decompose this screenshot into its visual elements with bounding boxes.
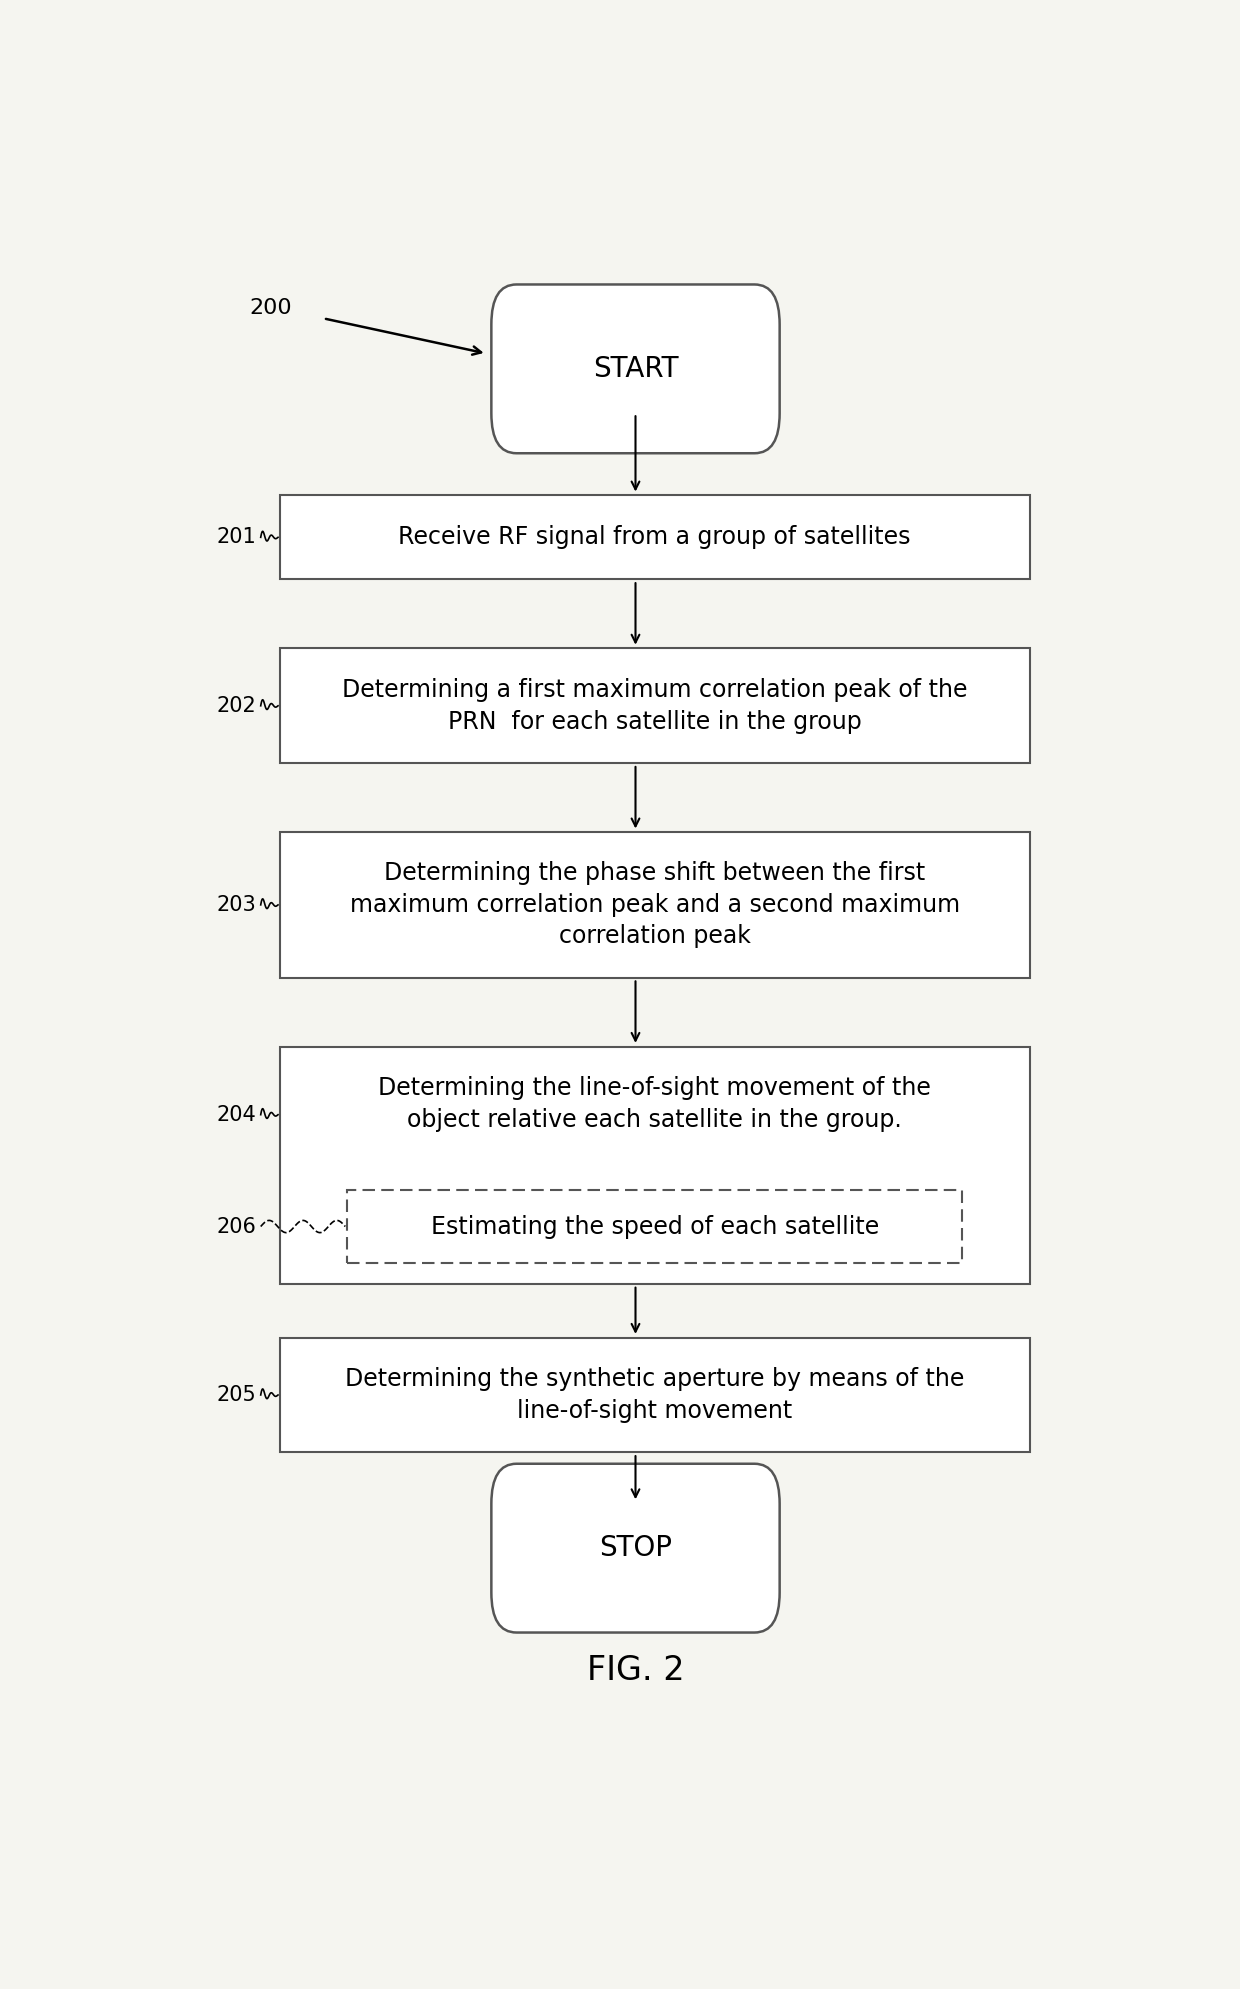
FancyBboxPatch shape [280,495,1029,579]
Text: Determining a first maximum correlation peak of the
PRN  for each satellite in t: Determining a first maximum correlation … [342,678,967,734]
FancyBboxPatch shape [280,831,1029,979]
Text: STOP: STOP [599,1534,672,1561]
Text: Receive RF signal from a group of satellites: Receive RF signal from a group of satell… [398,525,911,549]
Text: START: START [593,354,678,382]
Text: 201: 201 [217,527,257,547]
FancyBboxPatch shape [491,1464,780,1633]
Text: 205: 205 [217,1384,257,1404]
FancyBboxPatch shape [280,1046,1029,1285]
FancyBboxPatch shape [280,648,1029,764]
Bar [347,1189,962,1263]
Text: 206: 206 [217,1217,257,1237]
Text: Determining the synthetic aperture by means of the
line-of-sight movement: Determining the synthetic aperture by me… [345,1366,965,1422]
FancyBboxPatch shape [491,284,780,453]
Text: FIG. 2: FIG. 2 [587,1655,684,1687]
FancyBboxPatch shape [280,1337,1029,1452]
Text: Determining the phase shift between the first
maximum correlation peak and a sec: Determining the phase shift between the … [350,861,960,949]
Text: 203: 203 [217,895,257,915]
Text: 202: 202 [217,696,257,716]
Text: 200: 200 [249,298,291,318]
Text: Determining the line-of-sight movement of the
object relative each satellite in : Determining the line-of-sight movement o… [378,1076,931,1132]
Text: Estimating the speed of each satellite: Estimating the speed of each satellite [430,1215,879,1239]
Text: 204: 204 [217,1104,257,1124]
